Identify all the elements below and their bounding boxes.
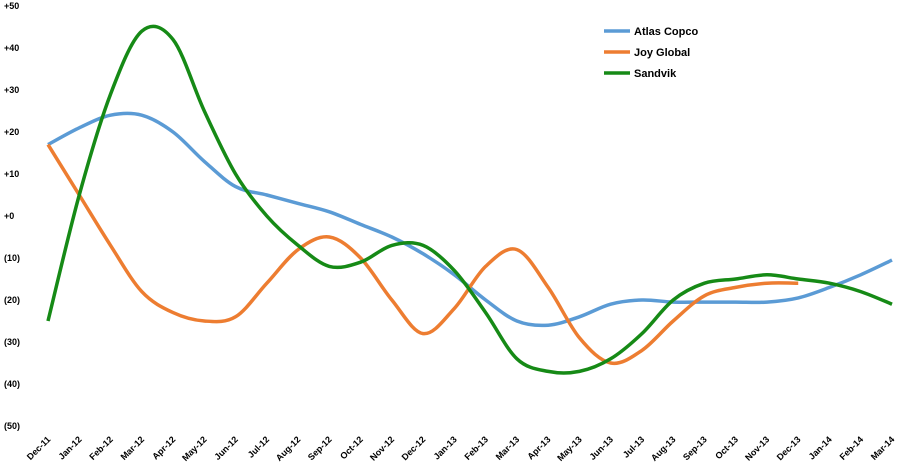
y-tick-label: +10	[4, 169, 19, 179]
x-tick-label: Jan-12	[56, 434, 83, 461]
y-tick-label: +50	[4, 1, 19, 11]
x-tick-label: Nov-12	[368, 434, 396, 462]
y-tick-label: (20)	[4, 295, 20, 305]
x-tick-label: Mar-13	[494, 434, 522, 462]
x-tick-label: Sep-12	[306, 434, 334, 462]
y-tick-label: +0	[4, 211, 14, 221]
y-tick-label: +30	[4, 85, 19, 95]
x-tick-label: Feb-13	[462, 434, 490, 462]
series-line	[46, 24, 893, 375]
legend-label: Sandvik	[634, 68, 677, 80]
series-line	[46, 143, 799, 366]
x-tick-label: Mar-14	[869, 434, 897, 462]
x-tick-label: Feb-14	[838, 434, 866, 462]
y-tick-label: (30)	[4, 337, 20, 347]
x-tick-label: Apr-12	[150, 434, 177, 461]
legend-label: Atlas Copco	[634, 26, 698, 38]
x-tick-label: Nov-13	[743, 434, 771, 462]
x-tick-label: Dec-11	[25, 434, 53, 462]
x-tick-label: Feb-12	[87, 434, 115, 462]
x-tick-label: Jan-14	[807, 434, 834, 461]
y-tick-label: (10)	[4, 253, 20, 263]
x-tick-label: Jan-13	[432, 434, 459, 461]
legend-label: Joy Global	[634, 47, 690, 59]
x-tick-label: Dec-13	[775, 434, 803, 462]
x-tick-label: Sep-13	[681, 434, 709, 462]
x-tick-label: Apr-13	[525, 434, 552, 461]
x-tick-label: Jun-12	[212, 434, 240, 462]
x-tick-label: Jul-12	[246, 434, 271, 459]
series-line	[47, 111, 893, 328]
x-tick-label: May-13	[555, 434, 584, 463]
x-tick-label: Aug-13	[649, 434, 678, 463]
x-tick-label: Oct-13	[713, 434, 740, 461]
y-tick-label: +20	[4, 127, 19, 137]
x-tick-label: Jun-13	[587, 434, 615, 462]
x-tick-label: Mar-12	[119, 434, 147, 462]
y-tick-label: (40)	[4, 379, 20, 389]
x-tick-label: Jul-13	[621, 434, 646, 459]
x-tick-label: May-12	[180, 434, 209, 463]
y-tick-label: +40	[4, 43, 19, 53]
y-tick-label: (50)	[4, 421, 20, 431]
x-tick-label: Dec-12	[400, 434, 428, 462]
x-tick-label: Aug-12	[274, 434, 303, 463]
x-tick-label: Oct-12	[338, 434, 365, 461]
